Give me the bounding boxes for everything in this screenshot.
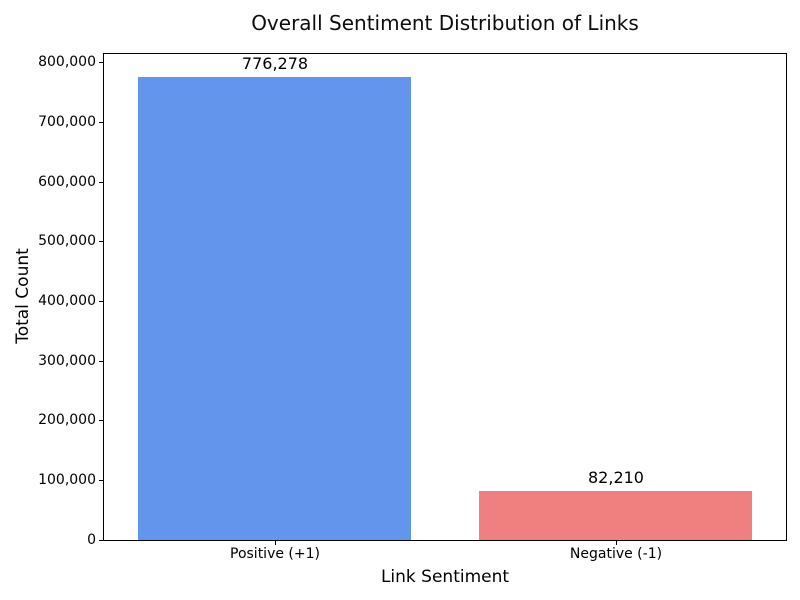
y-axis-tick-label: 100,000 bbox=[38, 472, 96, 488]
bar-value-label-negative-1: 82,210 bbox=[588, 468, 644, 487]
y-axis-tick-label: 0 bbox=[87, 532, 96, 548]
y-axis-tick-label: 300,000 bbox=[38, 353, 96, 369]
bar-value-label-positive-1: 776,278 bbox=[241, 54, 309, 73]
y-axis-tick-mark bbox=[99, 361, 103, 362]
x-axis-label: Link Sentiment bbox=[380, 567, 510, 587]
y-axis-tick-mark bbox=[99, 62, 103, 63]
bar-negative-1 bbox=[479, 491, 752, 540]
x-axis-tick-label: Positive (+1) bbox=[230, 546, 320, 562]
y-axis-tick-mark bbox=[99, 182, 103, 183]
y-axis-tick-mark bbox=[99, 241, 103, 242]
x-axis-tick-mark bbox=[275, 541, 276, 545]
y-axis-tick-mark bbox=[99, 540, 103, 541]
y-axis-tick-mark bbox=[99, 122, 103, 123]
y-axis-tick-label: 800,000 bbox=[38, 54, 96, 70]
y-axis-tick-mark bbox=[99, 480, 103, 481]
chart-title: Overall Sentiment Distribution of Links bbox=[251, 11, 639, 35]
x-axis-tick-mark bbox=[616, 541, 617, 545]
y-axis-tick-label: 700,000 bbox=[38, 114, 96, 130]
y-axis-tick-label: 400,000 bbox=[38, 293, 96, 309]
plot-area: 776,278 82,210 bbox=[103, 53, 787, 541]
y-axis-tick-label: 600,000 bbox=[38, 174, 96, 190]
y-axis-tick-label: 200,000 bbox=[38, 412, 96, 428]
y-axis-tick-mark bbox=[99, 420, 103, 421]
y-axis-tick-label: 500,000 bbox=[38, 233, 96, 249]
y-axis-tick-mark bbox=[99, 301, 103, 302]
bar-positive-1 bbox=[138, 77, 411, 540]
x-axis-tick-label: Negative (-1) bbox=[569, 546, 663, 562]
